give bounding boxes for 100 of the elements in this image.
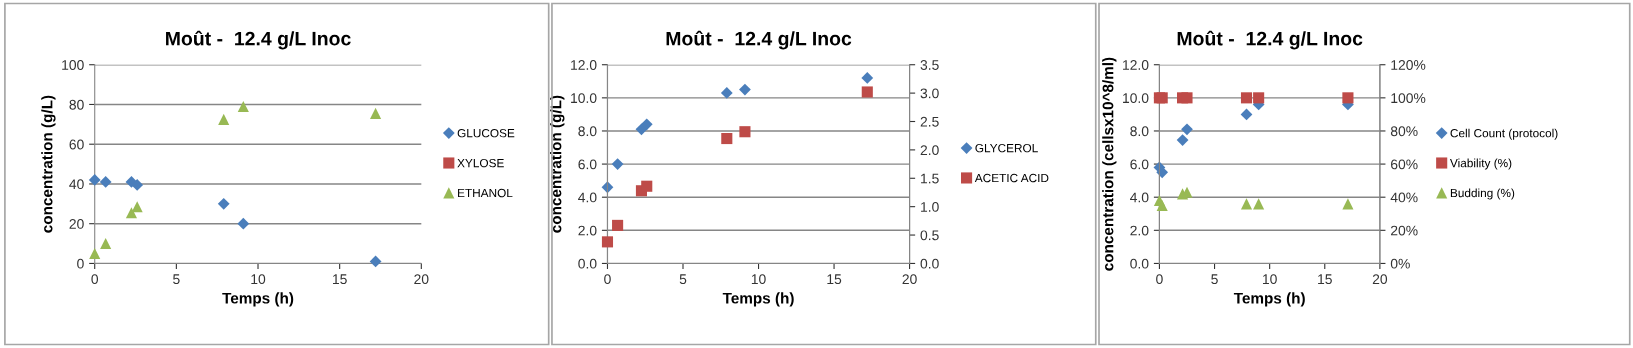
point: [88, 174, 101, 186]
x-tick-label: 10: [251, 274, 266, 285]
x-axis-title: Temps (h): [222, 292, 294, 307]
y-tick-label: 0: [77, 258, 84, 269]
point: [601, 236, 614, 248]
x-tick-label: 15: [1318, 274, 1332, 285]
x-tick-label: 15: [827, 274, 842, 285]
legend-label: ETHANOL: [458, 188, 513, 198]
y-axis-title: concentration (g/L): [41, 95, 56, 233]
y-axis-title: concentration (g/L): [550, 95, 565, 233]
y-tick-label: 8.0: [578, 126, 597, 137]
point: [861, 72, 874, 84]
legend-label: Viability (%): [1450, 158, 1512, 170]
y2-tick-label: 0.0: [920, 258, 939, 269]
x-tick-label: 15: [333, 274, 347, 285]
point: [739, 83, 751, 96]
y-tick-label: 20: [69, 219, 84, 229]
legend-label: Budding (%): [1450, 188, 1515, 200]
y-tick-label: 0.0: [1130, 258, 1149, 269]
y-tick-label: 40: [69, 179, 84, 190]
legend-label: XYLOSE: [457, 158, 504, 168]
point: [218, 113, 230, 125]
legend-label: Cell Count (protocol): [1450, 128, 1558, 140]
y-tick-label: 6.0: [578, 159, 597, 170]
point: [1342, 198, 1354, 210]
point: [237, 100, 249, 113]
point: [861, 86, 873, 98]
y2-tick-label: 2.5: [920, 116, 939, 127]
point: [369, 255, 382, 268]
y2-tick-label: 1.5: [921, 173, 939, 184]
x-tick-label: 20: [1372, 274, 1388, 285]
y2-tick-label: 2.0: [920, 145, 939, 156]
y2-tick-label: 0%: [1390, 258, 1410, 269]
x-tick-label: 5: [173, 274, 180, 285]
point: [1156, 199, 1168, 212]
point: [721, 132, 733, 145]
y2-tick-label: 80%: [1390, 126, 1418, 137]
point: [217, 197, 230, 210]
legend-label: GLYCEROL: [975, 143, 1038, 153]
point: [1176, 134, 1189, 146]
point: [641, 180, 653, 192]
chart-title: Moût - 12.4 g/L Inoc: [1177, 30, 1363, 50]
y-tick-label: 4.0: [1130, 192, 1149, 203]
y2-tick-label: 20%: [1391, 225, 1418, 236]
y-tick-label: 4.0: [578, 192, 597, 203]
chart-title: Moût - 12.4 g/L Inoc: [666, 30, 852, 50]
y-tick-label: 10.0: [1123, 93, 1149, 104]
point: [640, 118, 653, 131]
x-tick-label: 0: [91, 274, 99, 285]
point: [89, 247, 101, 260]
y-axis-title: concentration (cellsx10^8/ml): [1102, 57, 1117, 271]
y-tick-label: 10.0: [571, 93, 597, 104]
point: [1342, 92, 1354, 104]
y-tick-label: 0.0: [578, 258, 597, 269]
x-tick-label: 5: [679, 274, 687, 285]
x-tick-label: 5: [1211, 274, 1218, 285]
y2-tick-label: 120%: [1391, 60, 1426, 70]
x-tick-label: 0: [604, 274, 611, 285]
point: [739, 126, 751, 138]
y2-tick-label: 3.0: [920, 88, 939, 99]
point: [1240, 108, 1253, 121]
point: [1240, 198, 1253, 210]
y-tick-label: 2.0: [578, 225, 597, 236]
y-tick-label: 12.0: [1123, 60, 1149, 70]
point: [612, 219, 624, 231]
point: [125, 207, 138, 219]
x-tick-label: 10: [751, 274, 766, 285]
legend-label: GLUCOSE: [457, 129, 515, 138]
point: [131, 179, 144, 191]
point: [611, 158, 624, 170]
point: [237, 217, 250, 230]
x-axis-title: Temps (h): [1233, 292, 1305, 307]
x-tick-label: 20: [414, 274, 429, 285]
y-tick-label: 6.0: [1130, 159, 1149, 170]
point: [99, 176, 112, 188]
x-tick-label: 0: [1156, 274, 1163, 285]
y-tick-label: 80: [69, 99, 84, 110]
point: [1253, 92, 1265, 104]
point: [720, 86, 733, 99]
y2-tick-label: 1.0: [921, 202, 939, 212]
y-tick-label: 2.0: [1130, 225, 1149, 236]
legend-label: ACETIC ACID: [974, 173, 1049, 183]
x-tick-label: 20: [902, 274, 917, 285]
point: [1181, 123, 1193, 136]
y-tick-label: 8.0: [1130, 126, 1149, 137]
y-tick-label: 100: [62, 60, 84, 70]
y2-tick-label: 40%: [1390, 192, 1418, 203]
point: [1181, 92, 1193, 104]
y2-tick-label: 60%: [1391, 159, 1418, 170]
y2-tick-label: 0.5: [920, 230, 939, 241]
chart-title: Moût - 12.4 g/L Inoc: [166, 30, 351, 50]
y2-tick-label: 100%: [1391, 93, 1426, 104]
point: [100, 238, 112, 250]
x-tick-label: 10: [1262, 274, 1277, 285]
y-tick-label: 60: [69, 139, 84, 150]
point: [370, 107, 382, 119]
point: [1240, 92, 1253, 104]
y-tick-label: 12.0: [571, 60, 597, 70]
y2-tick-label: 3.5: [920, 60, 939, 70]
x-axis-title: Temps (h): [722, 292, 794, 307]
